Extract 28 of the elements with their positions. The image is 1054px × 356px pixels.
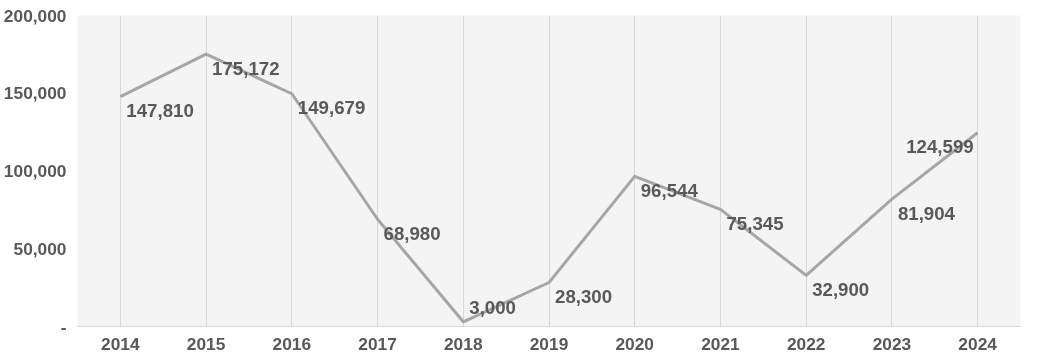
data-label: 96,544 [640, 179, 699, 201]
data-label: 28,300 [555, 285, 613, 307]
data-label: 32,900 [812, 278, 870, 300]
x-tick-label: 2019 [529, 333, 569, 354]
x-tick-label: 2017 [358, 333, 397, 354]
y-tick-label: - [60, 316, 67, 337]
y-tick-label: 150,000 [3, 83, 67, 104]
x-tick-label: 2020 [615, 333, 655, 354]
data-label: 147,810 [126, 100, 194, 122]
x-tick-label: 2024 [958, 333, 998, 354]
y-tick-label: 100,000 [3, 161, 67, 181]
x-tick-label: 2022 [786, 333, 826, 354]
y-tick-label: 200,000 [3, 5, 67, 26]
data-label: 3,000 [469, 297, 516, 319]
x-tick-label: 2016 [272, 333, 312, 354]
data-label: 149,679 [297, 97, 366, 119]
data-label: 68,980 [383, 222, 441, 244]
x-tick-label: 2018 [444, 333, 483, 354]
x-tick-label: 2014 [101, 333, 140, 354]
x-tick-label: 2021 [701, 333, 741, 354]
data-label: 124,599 [906, 136, 974, 158]
x-tick-label: 2023 [872, 333, 912, 354]
data-label: 175,172 [212, 57, 280, 79]
x-tick-label: 2015 [186, 333, 226, 354]
data-label: 81,904 [897, 202, 956, 224]
data-label: 75,345 [726, 212, 784, 234]
y-tick-label: 50,000 [13, 238, 67, 259]
line-series [118, 52, 980, 324]
